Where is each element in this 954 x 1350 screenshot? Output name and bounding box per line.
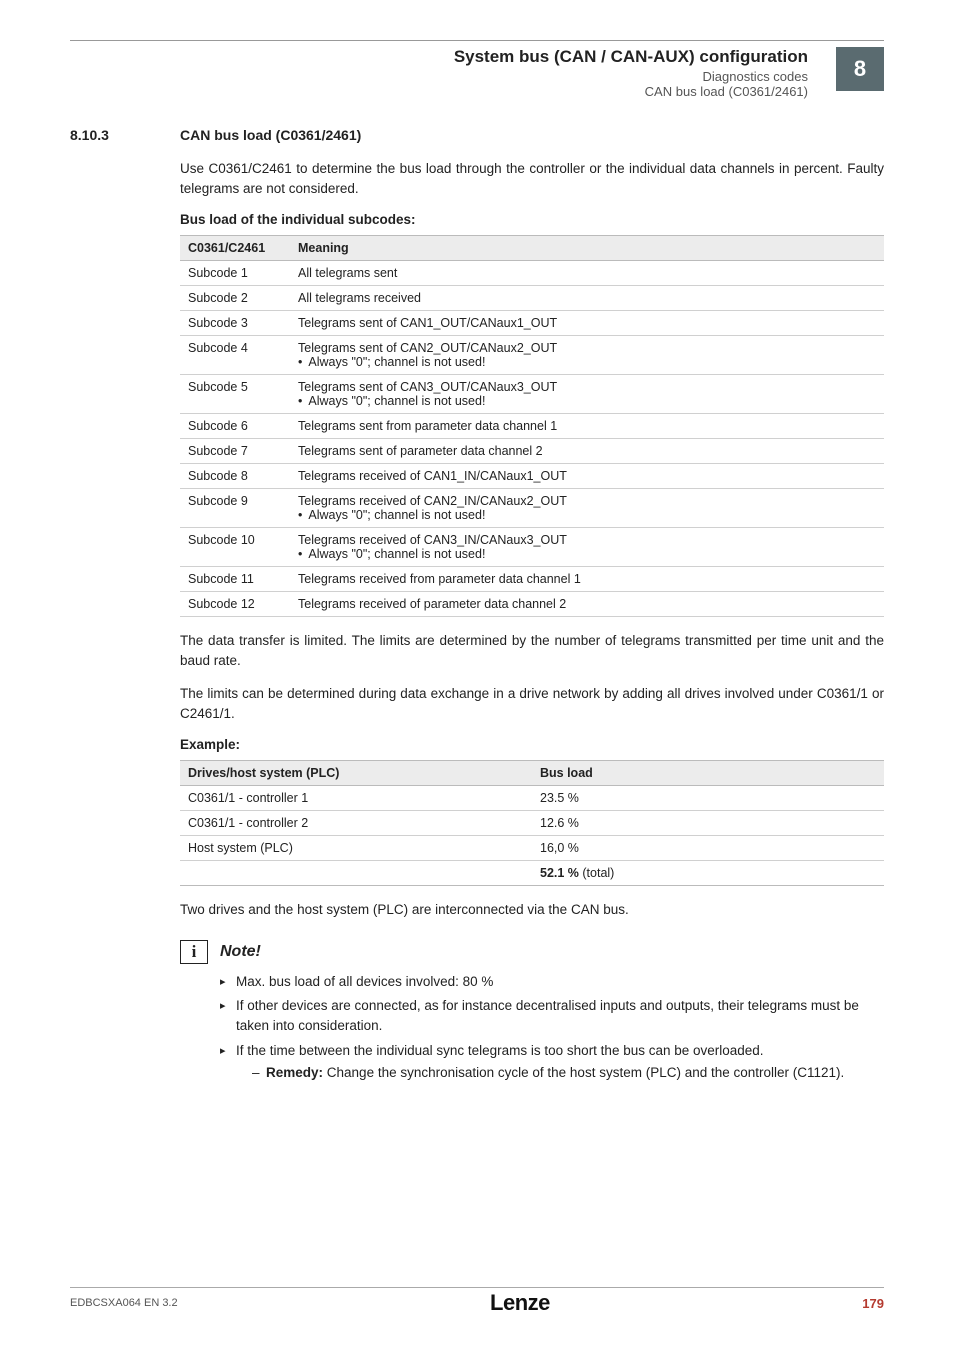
note-block: i Note! Max. bus load of all devices inv… bbox=[180, 940, 884, 1083]
table-cell: All telegrams sent bbox=[290, 261, 884, 286]
page-number: 179 bbox=[862, 1296, 884, 1311]
table-cell: Telegrams received of CAN3_IN/CANaux3_OU… bbox=[290, 528, 884, 567]
header-text-block: System bus (CAN / CAN-AUX) configuration… bbox=[70, 47, 808, 99]
table-cell: Subcode 8 bbox=[180, 464, 290, 489]
example-table: Drives/host system (PLC) Bus load C0361/… bbox=[180, 760, 884, 886]
table-row: Subcode 12Telegrams received of paramete… bbox=[180, 592, 884, 617]
table-cell: Host system (PLC) bbox=[180, 836, 532, 861]
header-subtitle2: CAN bus load (C0361/2461) bbox=[70, 84, 808, 99]
section-heading: 8.10.3 CAN bus load (C0361/2461) bbox=[70, 127, 884, 143]
table-cell: 52.1 % (total) bbox=[532, 861, 884, 886]
table-row: Subcode 11Telegrams received from parame… bbox=[180, 567, 884, 592]
note-item: If the time between the individual sync … bbox=[220, 1041, 884, 1084]
table-row: Subcode 3Telegrams sent of CAN1_OUT/CANa… bbox=[180, 311, 884, 336]
table-cell: Telegrams sent of parameter data channel… bbox=[290, 439, 884, 464]
note-title: Note! bbox=[220, 943, 261, 961]
footer-doc-id: EDBCSXA064 EN 3.2 bbox=[70, 1297, 178, 1309]
table-cell: Telegrams received from parameter data c… bbox=[290, 567, 884, 592]
table-cell: Subcode 6 bbox=[180, 414, 290, 439]
paragraph: Two drives and the host system (PLC) are… bbox=[180, 900, 884, 920]
note-item: If other devices are connected, as for i… bbox=[220, 996, 884, 1037]
table-row: C0361/1 - controller 123.5 % bbox=[180, 786, 884, 811]
example-label: Example: bbox=[180, 737, 884, 752]
page-header: System bus (CAN / CAN-AUX) configuration… bbox=[70, 47, 884, 99]
table-row: Subcode 1All telegrams sent bbox=[180, 261, 884, 286]
table-header: Drives/host system (PLC) bbox=[180, 761, 532, 786]
table-cell: Subcode 12 bbox=[180, 592, 290, 617]
table-cell: Subcode 10 bbox=[180, 528, 290, 567]
note-item: Max. bus load of all devices involved: 8… bbox=[220, 972, 884, 992]
table-header: Meaning bbox=[290, 236, 884, 261]
intro-paragraph: Use C0361/C2461 to determine the bus loa… bbox=[180, 159, 884, 198]
table-cell: C0361/1 - controller 1 bbox=[180, 786, 532, 811]
table-row: Host system (PLC)16,0 % bbox=[180, 836, 884, 861]
table-cell: Telegrams received of CAN1_IN/CANaux1_OU… bbox=[290, 464, 884, 489]
chapter-badge: 8 bbox=[836, 47, 884, 91]
table-cell: Telegrams sent of CAN3_OUT/CANaux3_OUTAl… bbox=[290, 375, 884, 414]
table-row: Subcode 10Telegrams received of CAN3_IN/… bbox=[180, 528, 884, 567]
page-footer: EDBCSXA064 EN 3.2 Lenze 179 bbox=[70, 1290, 884, 1316]
table-cell: Subcode 3 bbox=[180, 311, 290, 336]
table-row-total: 52.1 % (total) bbox=[180, 861, 884, 886]
table-row: Subcode 5Telegrams sent of CAN3_OUT/CANa… bbox=[180, 375, 884, 414]
table-cell: 16,0 % bbox=[532, 836, 884, 861]
table-cell: Telegrams sent of CAN2_OUT/CANaux2_OUTAl… bbox=[290, 336, 884, 375]
table-cell: 23.5 % bbox=[532, 786, 884, 811]
table-header: Bus load bbox=[532, 761, 884, 786]
table-header: C0361/C2461 bbox=[180, 236, 290, 261]
table-cell: Subcode 11 bbox=[180, 567, 290, 592]
table-row: Subcode 4Telegrams sent of CAN2_OUT/CANa… bbox=[180, 336, 884, 375]
info-icon: i bbox=[180, 940, 208, 964]
table-cell bbox=[180, 861, 532, 886]
header-subtitle1: Diagnostics codes bbox=[70, 69, 808, 84]
table-row: Subcode 7Telegrams sent of parameter dat… bbox=[180, 439, 884, 464]
table-row: Subcode 8Telegrams received of CAN1_IN/C… bbox=[180, 464, 884, 489]
table-cell: Subcode 5 bbox=[180, 375, 290, 414]
header-title: System bus (CAN / CAN-AUX) configuration bbox=[70, 47, 808, 67]
paragraph: The data transfer is limited. The limits… bbox=[180, 631, 884, 670]
table-cell: Telegrams sent from parameter data chann… bbox=[290, 414, 884, 439]
table-cell: Telegrams sent of CAN1_OUT/CANaux1_OUT bbox=[290, 311, 884, 336]
table-cell: Subcode 1 bbox=[180, 261, 290, 286]
table-caption: Bus load of the individual subcodes: bbox=[180, 212, 884, 227]
table-cell: Subcode 4 bbox=[180, 336, 290, 375]
table-cell: Telegrams received of CAN2_IN/CANaux2_OU… bbox=[290, 489, 884, 528]
table-row: Subcode 6Telegrams sent from parameter d… bbox=[180, 414, 884, 439]
table-row: Subcode 9Telegrams received of CAN2_IN/C… bbox=[180, 489, 884, 528]
table-cell: All telegrams received bbox=[290, 286, 884, 311]
table-cell: Subcode 9 bbox=[180, 489, 290, 528]
table-cell: Telegrams received of parameter data cha… bbox=[290, 592, 884, 617]
section-title: CAN bus load (C0361/2461) bbox=[180, 127, 361, 143]
section-number: 8.10.3 bbox=[70, 127, 140, 143]
table-cell: 12.6 % bbox=[532, 811, 884, 836]
table-cell: C0361/1 - controller 2 bbox=[180, 811, 532, 836]
table-row: Subcode 2All telegrams received bbox=[180, 286, 884, 311]
table-cell: Subcode 7 bbox=[180, 439, 290, 464]
table-row: C0361/1 - controller 212.6 % bbox=[180, 811, 884, 836]
note-subitem: Remedy: Change the synchronisation cycle… bbox=[252, 1063, 884, 1083]
table-cell: Subcode 2 bbox=[180, 286, 290, 311]
subcodes-table: C0361/C2461 Meaning Subcode 1All telegra… bbox=[180, 235, 884, 617]
brand-logo: Lenze bbox=[490, 1290, 550, 1316]
paragraph: The limits can be determined during data… bbox=[180, 684, 884, 723]
